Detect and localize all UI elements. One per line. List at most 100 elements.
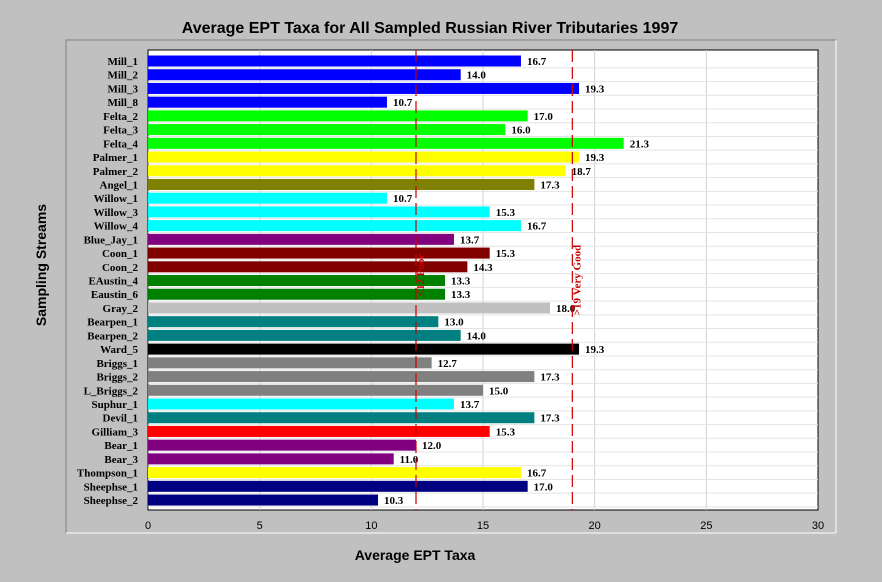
category-label: Ward_5: [100, 344, 138, 356]
bar-briggs_2: [148, 371, 535, 383]
bar-sheephse_2: [148, 494, 379, 506]
category-label: Mill_3: [107, 83, 138, 95]
bar-ward_5: [148, 343, 580, 355]
bar-thompson_1: [148, 467, 521, 479]
value-label: 14.0: [467, 330, 487, 342]
bar-blue_jay_1: [148, 233, 454, 245]
value-label: 13.7: [460, 234, 480, 246]
bar-eaustin_6: [148, 288, 446, 300]
category-label: Gilliam_3: [92, 426, 139, 438]
value-label: 18.7: [572, 166, 592, 178]
value-label: 10.7: [393, 97, 413, 109]
category-label: Gray_2: [103, 303, 139, 315]
category-label: Sheephse_1: [84, 481, 138, 493]
x-tick-label: 10: [365, 520, 377, 532]
value-label: 14.3: [473, 262, 493, 274]
value-label: 17.0: [534, 111, 554, 123]
reference-lines-layer: <12 Poor >19 Very Good: [415, 50, 583, 510]
x-tick-label: 25: [700, 520, 712, 532]
value-label: 15.3: [496, 207, 516, 219]
bar-felta_4: [148, 137, 624, 149]
reference-line-label: >19 Very Good: [571, 245, 583, 315]
bar-felta_3: [148, 124, 506, 136]
value-label: 13.0: [444, 317, 464, 329]
bar-devil_1: [148, 412, 535, 424]
category-label: Thompson_1: [77, 468, 138, 480]
bar-briggs_1: [148, 357, 432, 369]
bar-bearpen_2: [148, 329, 461, 341]
value-label: 12.7: [438, 358, 458, 370]
category-label: L_Briggs_2: [84, 385, 139, 397]
category-label: Eaustin_6: [91, 289, 139, 301]
category-label: Felta_2: [103, 111, 138, 123]
value-label: 17.0: [534, 481, 554, 493]
bar-mill_2: [148, 69, 461, 81]
bar-bear_1: [148, 439, 416, 451]
value-label: 17.3: [540, 413, 560, 425]
bar-mill_3: [148, 82, 580, 94]
category-label: Blue_Jay_1: [84, 234, 138, 246]
category-label: Willow_4: [94, 221, 139, 233]
bar-sheephse_1: [148, 480, 528, 492]
category-label: Bearpen_1: [87, 317, 138, 329]
category-label: Bear_3: [104, 454, 138, 466]
value-label: 16.7: [527, 221, 547, 233]
category-label: Palmer_2: [93, 166, 139, 178]
category-label: Willow_3: [94, 207, 139, 219]
category-label: Felta_4: [103, 138, 138, 150]
category-label: Suphur_1: [92, 399, 138, 411]
bar-willow_4: [148, 220, 521, 232]
bar-suphur_1: [148, 398, 454, 410]
category-label: Coon_1: [102, 248, 138, 260]
bars-layer: Mill_1 16.7 Mill_2 14.0 Mill_3 19.3 Mill_8 10.7…: [77, 55, 649, 507]
value-label: 16.7: [527, 56, 547, 68]
value-label: 18.0: [556, 303, 576, 315]
value-label: 10.3: [384, 495, 404, 507]
value-label: 13.3: [451, 289, 471, 301]
x-axis-title: Average EPT Taxa: [355, 547, 476, 563]
value-label: 15.0: [489, 385, 509, 397]
chart-title: Average EPT Taxa for All Sampled Russian…: [182, 20, 679, 37]
bar-palmer_2: [148, 165, 566, 177]
value-label: 11.0: [400, 454, 419, 466]
x-axis-ticks: 0 5 10 15 20 25 30: [145, 520, 824, 532]
bar-mill_1: [148, 55, 521, 67]
category-label: Bear_1: [104, 440, 138, 452]
category-label: Sheephse_2: [84, 495, 139, 507]
x-tick-label: 15: [477, 520, 489, 532]
reference-line-label: <12 Poor: [415, 254, 427, 297]
value-label: 13.7: [460, 399, 480, 411]
category-label: Felta_3: [103, 125, 138, 137]
bar-l_briggs_2: [148, 384, 483, 396]
category-label: Mill_8: [107, 97, 138, 109]
bar-coon_1: [148, 247, 490, 259]
y-axis-title: Sampling Streams: [33, 204, 49, 326]
category-label: Briggs_1: [96, 358, 138, 370]
bar-coon_2: [148, 261, 468, 273]
value-label: 17.3: [540, 372, 560, 384]
category-label: Bearpen_2: [87, 330, 138, 342]
value-label: 15.3: [496, 248, 516, 260]
x-tick-label: 20: [589, 520, 601, 532]
bar-bear_3: [148, 453, 394, 465]
category-label: Devil_1: [103, 413, 138, 425]
value-label: 19.3: [585, 344, 605, 356]
bar-felta_2: [148, 110, 528, 122]
bar-gray_2: [148, 302, 550, 314]
category-label: Angel_1: [100, 179, 139, 191]
value-label: 19.3: [585, 152, 605, 164]
value-label: 16.7: [527, 468, 547, 480]
x-tick-label: 30: [812, 520, 824, 532]
category-label: Willow_1: [94, 193, 138, 205]
category-label: EAustin_4: [88, 276, 138, 288]
bar-gilliam_3: [148, 425, 490, 437]
value-label: 16.0: [511, 125, 531, 137]
value-label: 10.7: [393, 193, 413, 205]
bar-angel_1: [148, 178, 535, 190]
value-label: 14.0: [467, 70, 487, 82]
category-label: Palmer_1: [93, 152, 138, 164]
category-label: Briggs_2: [96, 372, 138, 384]
bar-willow_1: [148, 192, 387, 204]
